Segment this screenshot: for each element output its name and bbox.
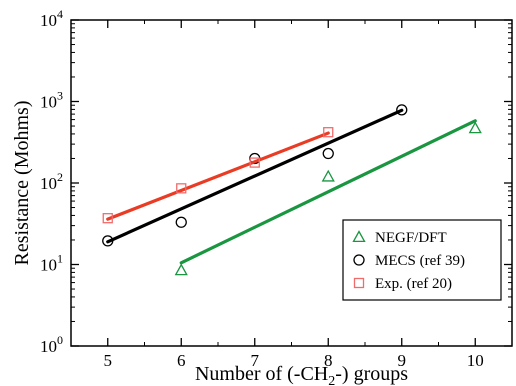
legend-label: NEGF/DFT bbox=[375, 230, 447, 246]
data-point-series-1 bbox=[175, 216, 187, 228]
y-tick-exponent: 3 bbox=[57, 89, 63, 103]
y-tick-exponent: 0 bbox=[57, 333, 63, 347]
legend-box bbox=[342, 219, 502, 301]
data-point-series-0 bbox=[321, 169, 335, 182]
data-point-series-2 bbox=[102, 213, 113, 224]
y-tick-label: 100 bbox=[40, 333, 63, 356]
x-tick-label: 9 bbox=[398, 351, 407, 370]
x-tick-label: 8 bbox=[324, 351, 333, 370]
y-tick-exponent: 1 bbox=[57, 252, 63, 266]
legend: NEGF/DFT MECS (ref 39) Exp. (ref 20) bbox=[342, 219, 502, 301]
data-point-series-2 bbox=[323, 127, 334, 138]
x-axis-title-part: Number of (-CH bbox=[195, 363, 328, 385]
fit-line-series-0 bbox=[179, 119, 477, 265]
data-point-series-0 bbox=[174, 263, 188, 276]
plot-area bbox=[102, 104, 482, 276]
y-tick-label: 102 bbox=[40, 170, 63, 193]
x-tick-label: 10 bbox=[467, 351, 484, 370]
data-point-series-0 bbox=[468, 121, 482, 134]
y-tick-base: 10 bbox=[40, 93, 57, 112]
y-tick-label: 103 bbox=[40, 89, 63, 112]
data-point-series-1 bbox=[102, 235, 114, 247]
fit-line-series-1 bbox=[106, 108, 404, 244]
y-tick-label: 101 bbox=[40, 252, 63, 275]
legend-marker-0 bbox=[352, 230, 366, 243]
legend-marker-2 bbox=[353, 277, 365, 289]
data-point-series-2 bbox=[176, 183, 187, 194]
legend-label: MECS (ref 39) bbox=[375, 253, 465, 269]
x-tick-label: 7 bbox=[251, 351, 260, 370]
legend-marker-1 bbox=[353, 254, 365, 266]
x-tick-label: 6 bbox=[177, 351, 186, 370]
y-tick-exponent: 2 bbox=[57, 170, 63, 184]
y-tick-base: 10 bbox=[40, 256, 57, 275]
y-axis-title: Resistance (Mohms) bbox=[11, 101, 33, 266]
legend-label: Exp. (ref 20) bbox=[375, 276, 452, 292]
x-axis-title-part: -) groups bbox=[335, 363, 408, 385]
x-tick-label: 5 bbox=[104, 351, 113, 370]
y-tick-base: 10 bbox=[40, 174, 57, 193]
x-axis-title: Number of (-CH2-) groups bbox=[195, 363, 408, 386]
data-point-series-1 bbox=[396, 104, 408, 116]
y-tick-base: 10 bbox=[40, 11, 57, 30]
data-point-series-2 bbox=[249, 157, 260, 168]
y-tick-exponent: 4 bbox=[57, 7, 63, 21]
x-axis-title-subscript: 2 bbox=[328, 374, 335, 386]
y-tick-label: 104 bbox=[40, 7, 63, 30]
fit-line-series-2 bbox=[106, 131, 330, 221]
y-tick-base: 10 bbox=[40, 337, 57, 356]
data-point-series-1 bbox=[322, 147, 334, 160]
